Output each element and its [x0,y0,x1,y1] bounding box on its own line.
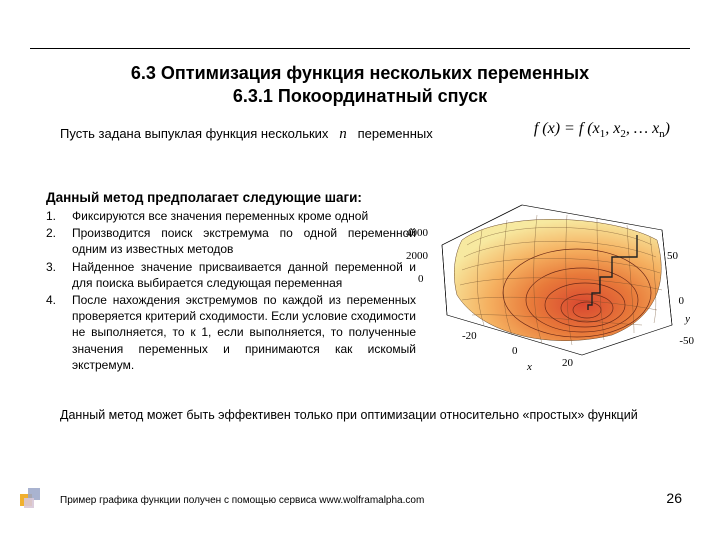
y-axis-label: y [685,313,690,325]
step-text: После нахождения экстремумов по каждой и… [72,292,416,373]
step-item: 4. После нахождения экстремумов по каждо… [46,292,416,373]
z-tick: 0 [418,273,424,285]
x-tick: 20 [562,357,573,369]
y-tick: 0 [679,295,685,307]
steps-list: 1. Фиксируются все значения переменных к… [46,208,416,374]
step-text: Фиксируются все значения переменных кром… [72,208,368,224]
step-text: Найденное значение присваивается данной … [72,259,416,291]
surface-plot: 4000 2000 0 -20 0 20 x -50 0 50 y [412,185,692,375]
page-number: 26 [666,490,682,506]
x-tick: 0 [512,345,518,357]
effectiveness-note: Данный метод может быть эффективен тольк… [60,408,680,422]
footer-credit: Пример графика функции получен с помощью… [60,495,424,506]
y-tick: -50 [679,335,694,347]
title-block: 6.3 Оптимизация функция нескольких перем… [0,62,720,109]
title-line-1: 6.3 Оптимизация функция нескольких перем… [0,62,720,85]
z-tick: 4000 [406,227,428,239]
z-tick: 2000 [406,250,428,262]
intro-pre: Пусть задана выпуклая функция нескольких [60,126,328,141]
step-num: 3. [46,259,72,291]
intro-n: n [339,126,347,142]
corner-decoration-icon [18,484,46,512]
step-item: 3. Найденное значение присваивается данн… [46,259,416,291]
y-tick: 50 [667,250,678,262]
step-item: 1. Фиксируются все значения переменных к… [46,208,416,224]
top-rule [30,48,690,49]
step-text: Производится поиск экстремума по одной п… [72,225,416,257]
x-tick: -20 [462,330,477,342]
step-num: 4. [46,292,72,373]
step-num: 1. [46,208,72,224]
steps-heading: Данный метод предполагает следующие шаги… [46,190,362,205]
x-axis-label: x [527,361,532,373]
intro-post: переменных [358,126,433,141]
step-num: 2. [46,225,72,257]
step-item: 2. Производится поиск экстремума по одно… [46,225,416,257]
formula: f (x) = f (x1, x2, … xn) [534,120,670,140]
title-line-2: 6.3.1 Покоординатный спуск [0,85,720,108]
